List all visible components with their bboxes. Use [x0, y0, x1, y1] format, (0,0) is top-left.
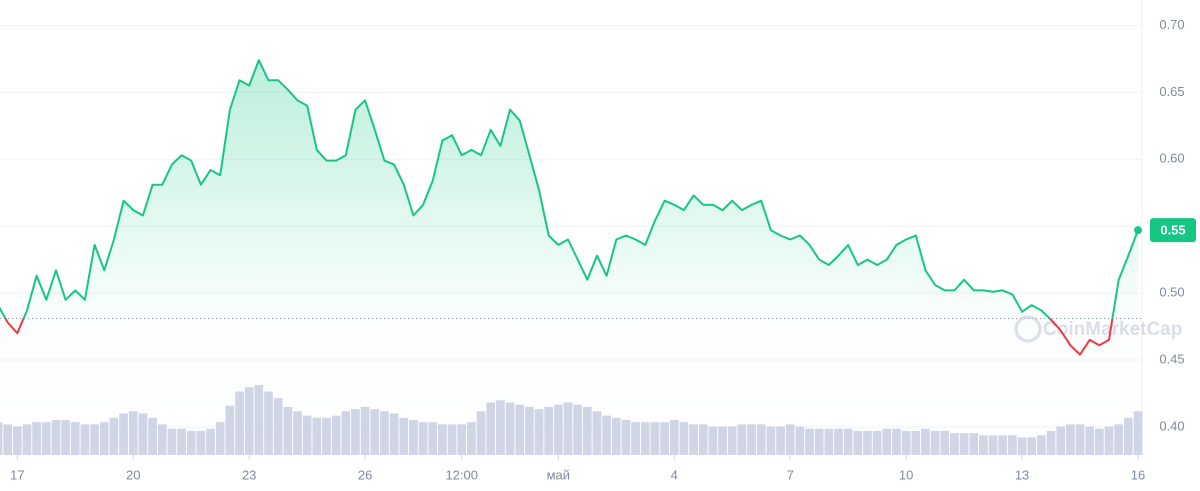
y-tick-label: 0.70: [1159, 17, 1184, 32]
x-tick-label: 12:00: [445, 467, 478, 482]
x-tick-label: 10: [899, 467, 913, 482]
watermark-text: CoinMarketCap: [1043, 319, 1182, 340]
y-tick-label: 0.45: [1159, 351, 1184, 366]
y-tick-label: 0.40: [1159, 418, 1184, 433]
x-tick-label: 13: [1015, 467, 1029, 482]
x-tick-label: 16: [1131, 467, 1145, 482]
y-tick-label: 0.50: [1159, 285, 1184, 300]
y-tick-label: 0.60: [1159, 151, 1184, 166]
x-tick-label: 26: [358, 467, 372, 482]
x-tick-label: 4: [671, 467, 678, 482]
x-tick-label: 20: [126, 467, 140, 482]
price-area: [0, 60, 1138, 455]
watermark: CoinMarketCap: [1014, 315, 1182, 343]
x-tick-label: 17: [10, 467, 24, 482]
y-tick-label: 0.65: [1159, 84, 1184, 99]
price-line: [0, 59, 1139, 356]
last-point: [1134, 226, 1142, 235]
x-tick-label: май: [547, 467, 570, 482]
price-badge-label: 0.55: [1160, 223, 1185, 238]
x-tick-label: 23: [242, 467, 256, 482]
price-badge: [1150, 218, 1196, 243]
x-tick-label: 7: [787, 467, 794, 482]
